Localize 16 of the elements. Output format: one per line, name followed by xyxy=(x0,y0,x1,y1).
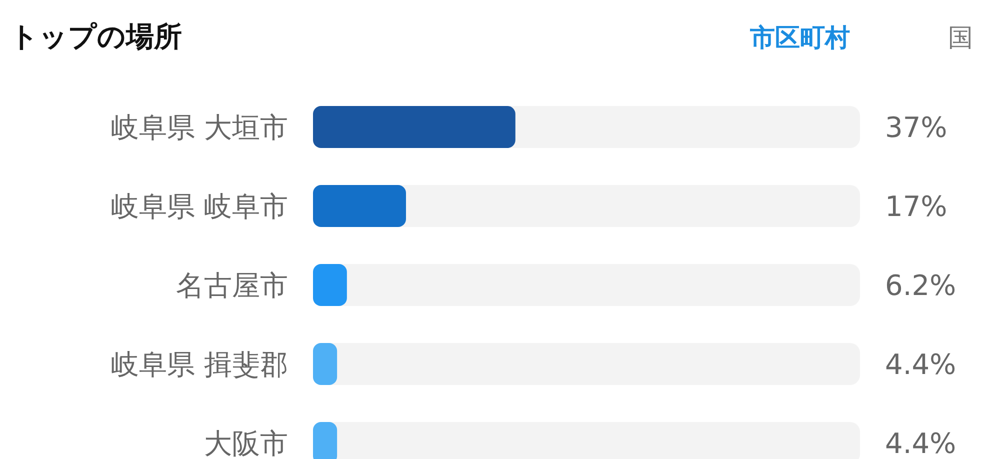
data-label: 17% xyxy=(885,190,948,223)
bar xyxy=(313,264,347,306)
data-label: 37% xyxy=(885,111,948,144)
y-tick-label: 岐阜県 揖斐郡 xyxy=(111,348,288,381)
data-label: 6.2% xyxy=(885,269,956,302)
bar xyxy=(313,343,338,385)
chart-title: トップの場所 xyxy=(10,20,182,53)
data-label: 4.4% xyxy=(885,427,956,459)
text: 市区町村 xyxy=(749,23,850,52)
data-label: 4.4% xyxy=(885,348,956,381)
y-tick-label: 名古屋市 xyxy=(176,269,288,302)
y-tick-label: 岐阜県 大垣市 xyxy=(111,111,288,144)
y-tick-label: 岐阜県 岐阜市 xyxy=(111,190,288,223)
text: 国 xyxy=(948,23,973,52)
y-tick-label: 大阪市 xyxy=(204,427,288,459)
bar xyxy=(313,185,406,227)
